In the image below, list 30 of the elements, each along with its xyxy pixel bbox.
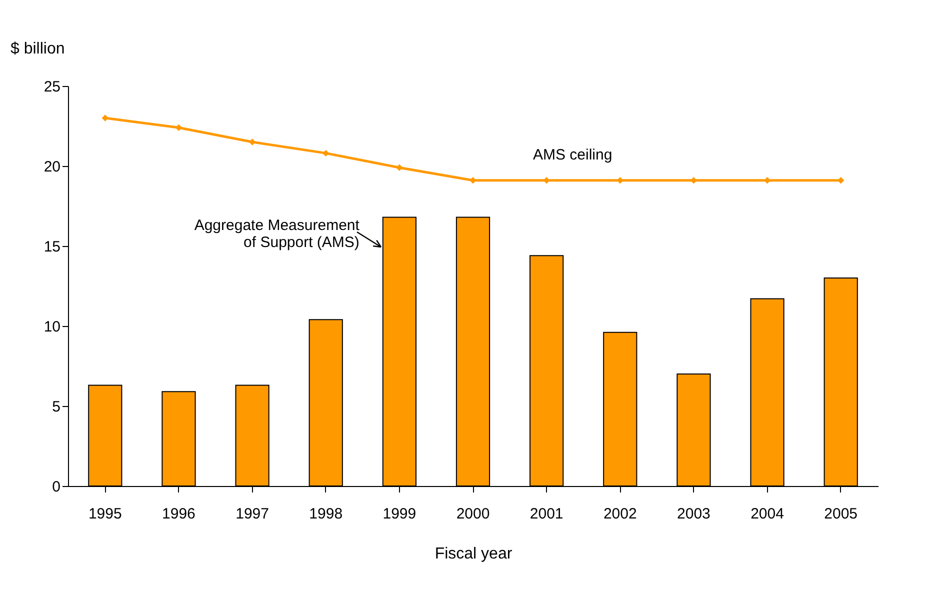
point xyxy=(322,150,330,157)
x-tick-label: 1997 xyxy=(236,506,269,522)
x-tick-label: 1998 xyxy=(309,506,343,522)
x-tick-label: 1996 xyxy=(162,506,196,522)
point xyxy=(616,177,624,184)
point xyxy=(248,138,256,146)
point xyxy=(102,114,109,122)
x-tick-label: 2003 xyxy=(677,506,710,522)
y-tick-label: 20 xyxy=(44,158,60,176)
point xyxy=(543,177,550,184)
y-axis-title: $ billion xyxy=(10,40,65,58)
x-tick-label: 1995 xyxy=(88,506,122,522)
point xyxy=(175,124,182,131)
y-tick-label: 25 xyxy=(44,78,60,96)
y-tick-label: 5 xyxy=(52,398,60,416)
x-tick-label: 2001 xyxy=(530,506,564,522)
x-tick-label: 2002 xyxy=(603,506,637,522)
y-tick-label: 15 xyxy=(44,238,60,256)
point xyxy=(396,164,403,171)
x-tick-label: 2005 xyxy=(824,506,858,522)
x-tick-label: 2000 xyxy=(456,506,490,522)
x-axis-title: Fiscal year xyxy=(434,546,513,562)
y-tick-label: 0 xyxy=(52,478,60,496)
x-tick-label: 1999 xyxy=(382,506,416,522)
legend-label: Aggregate Measurement of Support (AMS) xyxy=(194,217,360,252)
y-tick-label: 10 xyxy=(44,318,60,336)
point xyxy=(470,177,476,184)
x-tick-label: 2004 xyxy=(750,506,784,522)
point xyxy=(764,177,771,184)
series-label: AMS ceiling xyxy=(532,146,612,164)
